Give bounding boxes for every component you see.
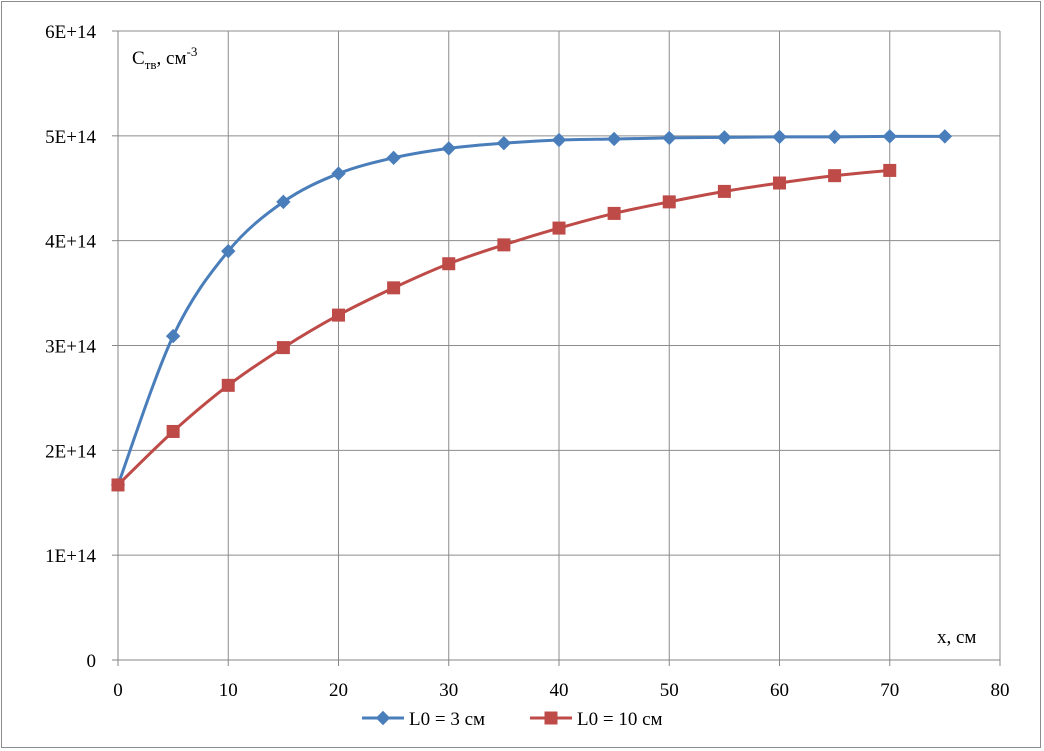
series-line-1 [116,134,945,486]
legend-label: L0 = 3 см [409,709,485,730]
legend-item-1: L0 = 3 см [362,709,485,730]
x-axis-title: x, см [937,627,976,648]
series-line-2 [116,168,890,487]
legend-label: L0 = 10 см [577,709,663,730]
data-point-2 [662,195,676,209]
x-tick-label: 0 [113,680,123,701]
y-tick-label: 2E+14 [45,441,96,462]
y-tick-label: 0 [87,651,97,672]
data-point-1 [772,129,787,145]
data-point-2 [883,163,897,177]
y-axis-title: Cтв, см-3 [132,44,197,72]
data-point-1 [662,130,677,146]
data-point-1 [331,166,346,181]
y-tick-label: 3E+14 [45,337,96,358]
data-point-2 [497,238,511,252]
y-tick-label: 4E+14 [45,232,96,253]
data-point-2 [442,257,456,271]
data-point-1 [551,132,567,148]
y-tick-label: 1E+14 [45,546,96,567]
data-point-2 [552,221,566,235]
x-tick-label: 50 [660,680,679,701]
data-point-1 [882,129,897,144]
tick-labels: 0 10 20 30 40 50 60 70 80 0 1E+14 2E+14 3E+14 4E+14 5E… [45,22,1009,701]
data-point-2 [221,378,235,392]
data-point-1 [606,131,622,147]
data-point-2 [607,206,621,220]
data-point-1 [221,243,236,259]
data-point-2 [717,184,731,198]
data-point-1 [441,141,456,156]
legend-marker [375,710,391,726]
x-tick-label: 40 [550,680,569,701]
grid-lines [112,30,1001,666]
legend: L0 = 3 см L0 = 10 см [362,709,663,730]
data-point-2 [773,176,786,190]
data-point-2 [111,478,125,492]
y-tick-label: 6E+14 [45,22,96,43]
x-tick-label: 70 [880,680,899,701]
x-tick-label: 30 [439,680,458,701]
data-point-2 [828,169,842,183]
x-tick-label: 80 [991,680,1010,701]
series-layer [110,129,953,493]
data-point-2 [166,424,180,438]
data-point-1 [386,150,401,166]
data-point-1 [165,328,181,344]
series-1 [110,129,953,493]
data-point-1 [717,130,732,145]
data-point-1 [276,194,291,210]
legend-item-2: L0 = 10 см [530,709,663,730]
x-tick-label: 60 [770,680,789,701]
data-point-2 [332,308,345,322]
legend-marker [544,711,558,725]
x-tick-label: 20 [329,680,348,701]
x-tick-label: 10 [219,680,238,701]
y-tick-label: 5E+14 [45,127,96,148]
data-point-2 [387,281,401,295]
data-point-1 [827,129,842,145]
data-point-2 [276,341,290,355]
data-point-1 [937,129,953,144]
data-point-1 [496,135,512,151]
series-2 [111,163,897,492]
